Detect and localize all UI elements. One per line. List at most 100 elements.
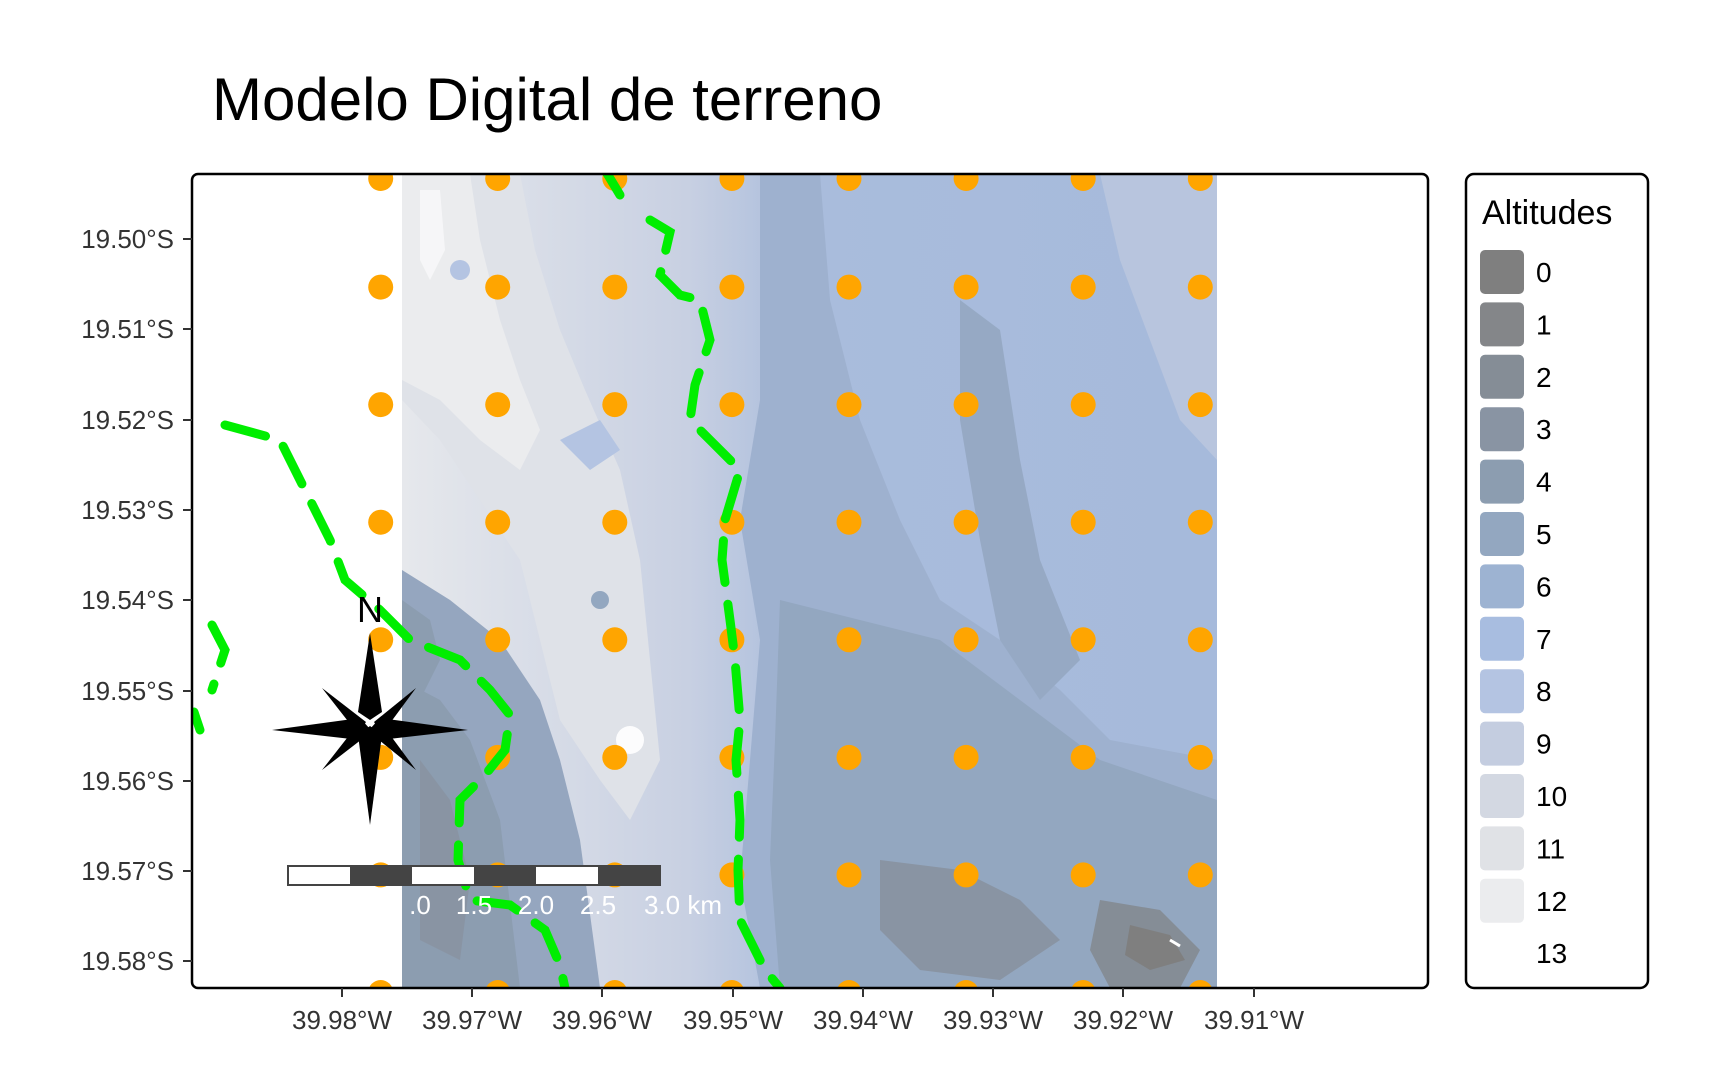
scale-label-3: 2.0 — [518, 890, 554, 920]
sample-point — [1187, 174, 1213, 191]
sample-points — [368, 174, 1213, 988]
sample-point — [1071, 980, 1095, 988]
legend-label: 13 — [1536, 938, 1567, 969]
sample-point — [953, 174, 979, 191]
legend-label: 8 — [1536, 676, 1552, 707]
sample-point — [602, 392, 628, 418]
sample-point — [1187, 274, 1213, 300]
sample-point — [486, 980, 510, 988]
legend-label: 6 — [1536, 571, 1552, 602]
sample-point — [368, 174, 394, 191]
sample-point — [1070, 509, 1096, 535]
scale-label-4: 2.5 — [580, 890, 616, 920]
sample-point — [485, 174, 511, 191]
y-tick-label: 19.50°S — [81, 224, 174, 254]
legend-label: 1 — [1536, 309, 1552, 340]
x-tick-label: 39.98°W — [292, 1005, 392, 1035]
legend-label: 11 — [1536, 833, 1565, 864]
x-tick-label: 39.95°W — [683, 1005, 783, 1035]
sample-point — [719, 174, 745, 191]
legend-swatch — [1480, 669, 1524, 714]
legend-swatch — [1480, 826, 1524, 871]
sample-point — [836, 392, 862, 418]
scale-label-1: .0 — [409, 890, 431, 920]
y-axis: 19.50°S 19.51°S 19.52°S 19.53°S 19.54°S … — [81, 224, 192, 976]
sample-point — [720, 980, 744, 988]
x-axis: 39.98°W 39.97°W 39.96°W 39.95°W 39.94°W … — [292, 988, 1304, 1035]
legend-title: Altitudes — [1482, 194, 1612, 232]
legend-swatch — [1480, 302, 1524, 347]
map-panel: N .0 1.5 2.0 2.5 3.0 km — [192, 174, 1428, 988]
sample-point — [1187, 392, 1213, 418]
scale-label-2: 1.5 — [456, 890, 492, 920]
y-tick-label: 19.58°S — [81, 946, 174, 976]
legend-label: 0 — [1536, 257, 1552, 288]
sample-point — [719, 392, 745, 418]
sample-point — [485, 509, 511, 535]
sample-point — [954, 980, 978, 988]
sample-point — [836, 274, 862, 300]
legend-label: 3 — [1536, 414, 1552, 445]
scale-bar: .0 1.5 2.0 2.5 3.0 km — [287, 865, 722, 920]
x-tick-label: 39.96°W — [552, 1005, 652, 1035]
legend-label: 5 — [1536, 519, 1552, 550]
sample-point — [603, 980, 627, 988]
sample-point — [953, 274, 979, 300]
sample-point — [1070, 392, 1096, 418]
sample-point — [1070, 274, 1096, 300]
scale-label-5: 3.0 km — [644, 890, 722, 920]
sample-point — [837, 980, 861, 988]
y-tick-label: 19.57°S — [81, 856, 174, 886]
x-tick-label: 39.91°W — [1204, 1005, 1304, 1035]
y-tick-label: 19.54°S — [81, 585, 174, 615]
y-tick-label: 19.56°S — [81, 766, 174, 796]
legend-label: 9 — [1536, 729, 1552, 760]
legend-swatch — [1480, 407, 1524, 452]
sample-point — [602, 744, 628, 770]
sample-point — [368, 627, 394, 653]
legend-swatch — [1480, 564, 1524, 609]
x-tick-label: 39.97°W — [422, 1005, 522, 1035]
sample-point — [602, 627, 628, 653]
sample-point — [953, 509, 979, 535]
sample-point — [953, 744, 979, 770]
sample-point — [369, 980, 393, 988]
x-tick-label: 39.93°W — [943, 1005, 1043, 1035]
legend-swatch — [1480, 721, 1524, 766]
sample-point — [1188, 980, 1212, 988]
sample-point — [368, 274, 394, 300]
legend-label: 4 — [1536, 467, 1552, 498]
legend-swatch — [1480, 459, 1524, 504]
sample-point — [485, 274, 511, 300]
y-tick-label: 19.51°S — [81, 314, 174, 344]
sample-point — [836, 509, 862, 535]
map-title: Modelo Digital de terreno — [212, 66, 882, 133]
legend-label: 7 — [1536, 624, 1552, 655]
sample-point — [1070, 627, 1096, 653]
legend-swatch — [1480, 878, 1524, 923]
y-tick-label: 19.55°S — [81, 676, 174, 706]
sample-point — [719, 274, 745, 300]
sample-point — [485, 627, 511, 653]
sample-point — [485, 392, 511, 418]
sample-point — [1070, 174, 1096, 191]
sample-point — [1187, 627, 1213, 653]
legend-label: 2 — [1536, 362, 1552, 393]
sample-point — [1187, 862, 1213, 888]
legend-swatch — [1480, 354, 1524, 399]
sample-point — [1070, 744, 1096, 770]
north-arrow: N — [272, 589, 468, 825]
north-label: N — [357, 589, 383, 630]
sample-point — [953, 862, 979, 888]
x-tick-label: 39.94°W — [813, 1005, 913, 1035]
legend-swatch — [1480, 616, 1524, 661]
legend-swatch — [1480, 512, 1524, 556]
sample-point — [836, 862, 862, 888]
x-tick-label: 39.92°W — [1073, 1005, 1173, 1035]
legend-swatch — [1480, 774, 1524, 818]
legend-swatch — [1480, 250, 1524, 294]
sample-point — [602, 509, 628, 535]
sample-point — [1187, 509, 1213, 535]
